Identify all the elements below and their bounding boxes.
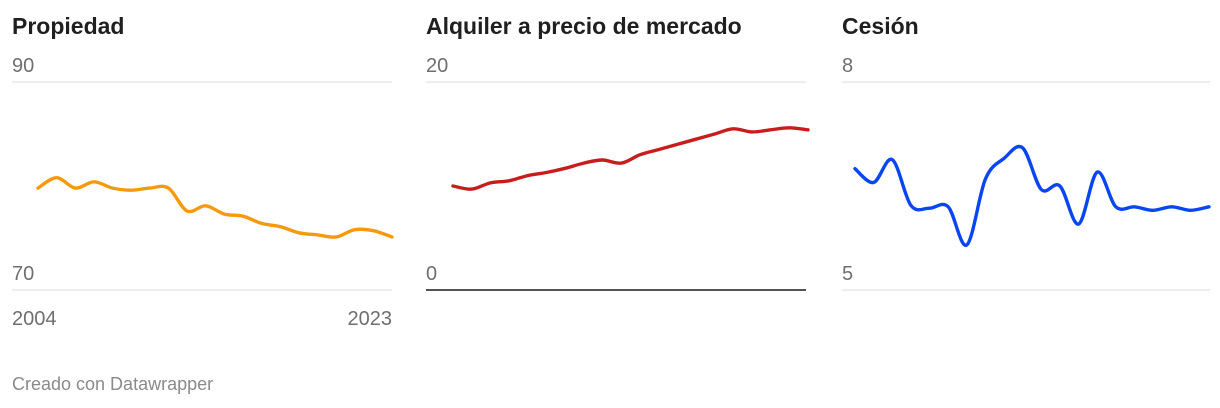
panel-2-series-line [451, 126, 810, 191]
panel-3-ytick-bottom: 5 [842, 263, 853, 285]
panel-1-ytick-bottom: 70 [12, 263, 34, 285]
panel-2-title: Alquiler a precio de mercado [426, 13, 742, 39]
panel-1-xtick-end: 2023 [348, 308, 393, 330]
panel-1-xtick-start: 2004 [12, 308, 57, 330]
panel-3-series-line [853, 144, 1211, 247]
panel-1-ytick-top: 90 [12, 55, 34, 77]
panel-2-ytick-top: 20 [426, 55, 448, 77]
panel-3-title: Cesión [842, 13, 919, 39]
panel-1-series-line [36, 176, 394, 239]
panel-2-ytick-bottom: 0 [426, 263, 437, 285]
panel-3-ytick-top: 8 [842, 55, 853, 77]
panel-1-title: Propiedad [12, 13, 124, 39]
footer-credit: Creado con Datawrapper [12, 374, 213, 394]
